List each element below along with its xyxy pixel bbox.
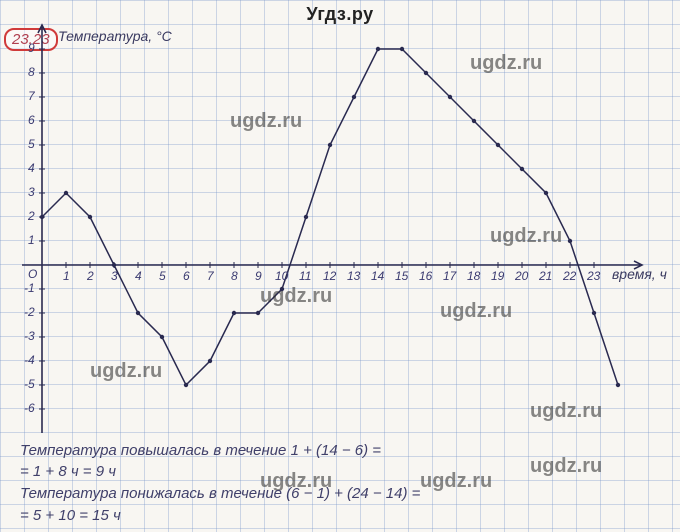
x-tick-label: 12 <box>323 269 336 283</box>
x-tick-label: 6 <box>183 269 190 283</box>
x-tick-label: 8 <box>231 269 238 283</box>
x-tick-label: 15 <box>395 269 408 283</box>
note-line-4: = 5 + 10 = 15 ч <box>20 507 121 524</box>
x-tick-label: 1 <box>63 269 70 283</box>
x-tick-label: 23 <box>587 269 600 283</box>
y-tick-label: 8 <box>28 65 35 79</box>
x-tick-label: 4 <box>135 269 142 283</box>
x-tick-label: 14 <box>371 269 384 283</box>
y-tick-label: 4 <box>28 161 35 175</box>
x-tick-label: 16 <box>419 269 432 283</box>
x-tick-label: 13 <box>347 269 360 283</box>
x-tick-label: 18 <box>467 269 480 283</box>
y-tick-label: 1 <box>28 233 35 247</box>
y-tick-label: -4 <box>24 353 35 367</box>
y-tick-label: -1 <box>24 281 35 295</box>
x-tick-label: 11 <box>299 269 311 283</box>
y-tick-label: 7 <box>28 89 35 103</box>
x-tick-label: 20 <box>515 269 528 283</box>
temperature-chart <box>0 0 680 440</box>
y-tick-label: -2 <box>24 305 35 319</box>
x-tick-label: 19 <box>491 269 504 283</box>
x-tick-label: 5 <box>159 269 166 283</box>
x-tick-label: 9 <box>255 269 262 283</box>
y-tick-label: -5 <box>24 377 35 391</box>
y-tick-label: -6 <box>24 401 35 415</box>
y-tick-label: 3 <box>28 185 35 199</box>
y-tick-label: 2 <box>28 209 35 223</box>
origin-label: O <box>28 267 37 281</box>
x-tick-label: 7 <box>207 269 214 283</box>
y-tick-label: 9 <box>28 41 35 55</box>
x-axis-label: время, ч <box>612 266 667 282</box>
note-line-1: Температура повышалась в течение 1 + (14… <box>20 442 381 459</box>
y-tick-label: 6 <box>28 113 35 127</box>
x-tick-label: 3 <box>111 269 118 283</box>
x-tick-label: 21 <box>539 269 552 283</box>
y-tick-label: -3 <box>24 329 35 343</box>
note-line-3: Температура понижалась в течение (6 − 1)… <box>20 485 420 502</box>
x-tick-label: 22 <box>563 269 576 283</box>
y-tick-label: 5 <box>28 137 35 151</box>
x-tick-label: 2 <box>87 269 94 283</box>
x-tick-label: 17 <box>443 269 456 283</box>
x-tick-label: 10 <box>275 269 288 283</box>
note-line-2: = 1 + 8 ч = 9 ч <box>20 463 116 480</box>
